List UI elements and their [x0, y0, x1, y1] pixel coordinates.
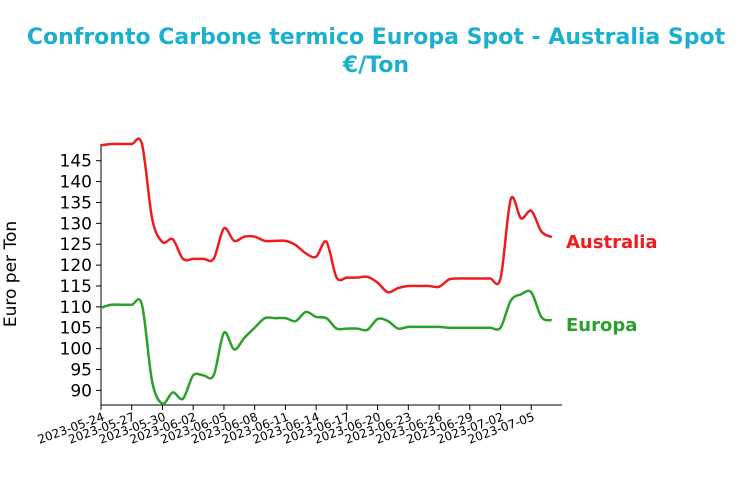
europa-series-line [100, 289, 553, 406]
y-tick-label: 135 [60, 193, 92, 213]
y-tick-label: 90 [70, 381, 92, 401]
australia-series-label: Australia [566, 232, 658, 253]
y-tick-label: 140 [60, 173, 92, 193]
y-tick-label: 105 [60, 319, 92, 339]
chart-title-line1: Confronto Carbone termico Europa Spot - … [26, 25, 726, 50]
y-tick-label: 145 [60, 152, 92, 172]
y-tick-label: 125 [60, 235, 92, 255]
chart-title: Confronto Carbone termico Europa Spot - … [0, 24, 752, 80]
y-axis-label: Euro per Ton [1, 221, 21, 327]
y-tick-label: 95 [70, 361, 92, 381]
y-tick-label: 130 [60, 214, 92, 234]
chart-title-line2: €/Ton [342, 53, 410, 78]
axes: 90951001051101151201251301351401452023-0… [36, 144, 562, 447]
y-tick-label: 120 [60, 256, 92, 276]
y-tick-label: 100 [60, 340, 92, 360]
y-tick-label: 110 [60, 298, 92, 318]
europa-series-label: Europa [566, 315, 637, 336]
series-layer: Australia Europa [100, 137, 658, 406]
australia-series-line [100, 137, 553, 294]
y-tick-label: 115 [60, 277, 92, 297]
